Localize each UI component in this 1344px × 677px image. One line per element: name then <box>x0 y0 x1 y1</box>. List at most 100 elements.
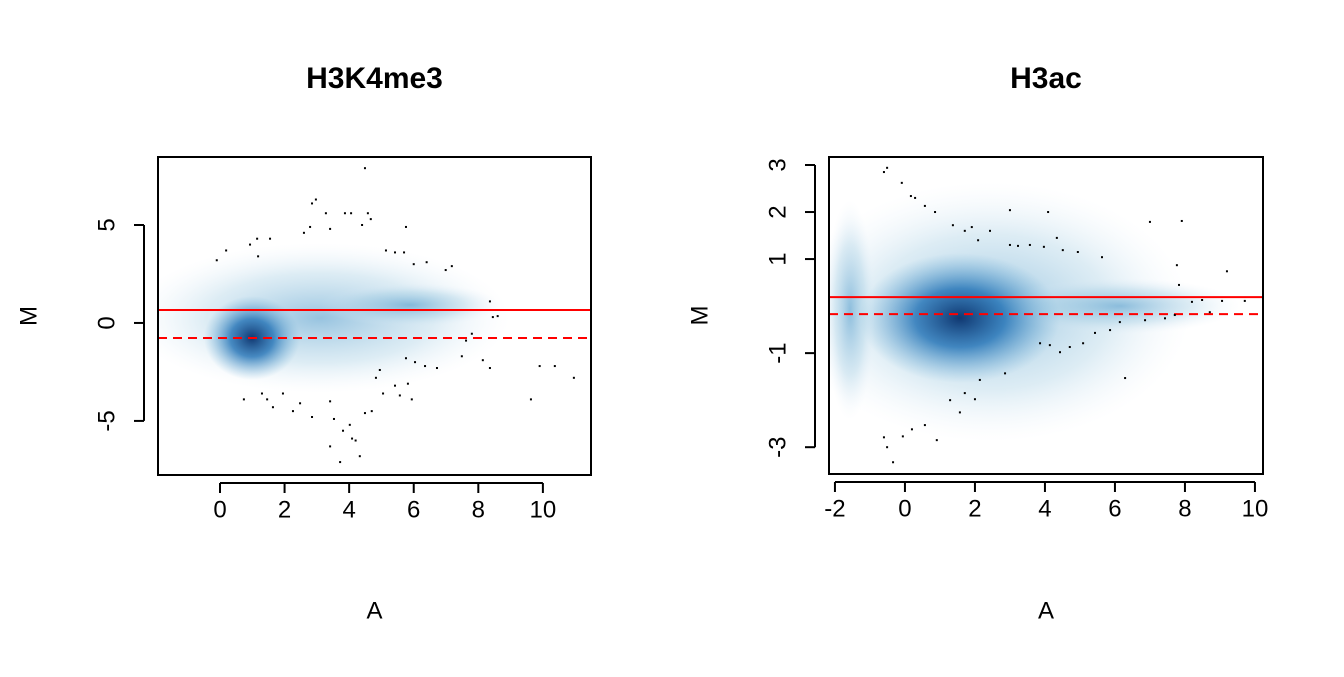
point <box>398 394 401 397</box>
x-tick-label: 6 <box>1108 495 1121 522</box>
point <box>963 229 966 232</box>
x-axis-label: A <box>1038 597 1054 624</box>
point <box>358 455 361 458</box>
density <box>829 182 1240 442</box>
point <box>496 315 499 318</box>
point <box>949 399 952 402</box>
x-tick-label: 2 <box>968 495 981 522</box>
point <box>291 410 294 413</box>
point <box>354 439 357 442</box>
point <box>1164 317 1166 320</box>
point <box>901 435 904 438</box>
plot-frame <box>828 156 1264 475</box>
point <box>450 265 453 268</box>
point <box>1225 270 1228 273</box>
point <box>363 412 366 415</box>
point <box>343 212 346 215</box>
point <box>332 417 335 420</box>
point <box>1039 342 1042 345</box>
point <box>1055 236 1058 239</box>
point <box>460 355 463 358</box>
x-tick-label: 8 <box>1178 495 1191 522</box>
point <box>257 255 260 258</box>
point <box>410 398 413 401</box>
point <box>1094 331 1096 334</box>
point <box>324 212 327 215</box>
point <box>958 411 961 414</box>
point <box>892 461 895 464</box>
y-tick-label: 0 <box>93 316 120 329</box>
point <box>350 212 353 215</box>
point <box>1201 298 1204 301</box>
plot-frame <box>157 156 592 476</box>
point <box>444 269 447 272</box>
point <box>394 384 397 387</box>
point <box>425 261 428 264</box>
point <box>302 231 305 234</box>
point <box>1148 220 1151 223</box>
y-tick-label: 1 <box>764 252 791 265</box>
point <box>572 376 575 379</box>
point <box>1101 256 1103 259</box>
point <box>374 376 377 379</box>
point <box>1047 211 1050 214</box>
point <box>923 424 926 427</box>
point <box>977 239 980 242</box>
point <box>256 237 259 240</box>
point <box>404 225 407 228</box>
density <box>158 243 510 393</box>
point <box>1124 377 1127 380</box>
point <box>989 229 991 232</box>
x-tick-label: 10 <box>530 496 557 523</box>
point <box>351 437 354 440</box>
point <box>342 429 345 432</box>
point <box>1243 299 1246 302</box>
point <box>1048 344 1051 347</box>
x-tick-label: 10 <box>1242 495 1269 522</box>
y-tick-label: -5 <box>93 410 120 431</box>
point <box>1076 251 1079 254</box>
point <box>1208 311 1211 314</box>
point <box>1109 329 1112 332</box>
y-tick-label: 3 <box>764 158 791 171</box>
x-tick-label: 6 <box>407 496 420 523</box>
point <box>1180 219 1183 222</box>
point <box>215 259 218 262</box>
y-axis-label: M <box>15 306 42 326</box>
point <box>934 211 937 214</box>
point <box>529 398 532 401</box>
point <box>970 226 973 229</box>
point <box>1118 321 1121 324</box>
point <box>299 402 302 405</box>
x-tick-label: 4 <box>1038 495 1051 522</box>
point <box>406 382 409 385</box>
point <box>1042 245 1045 248</box>
point <box>978 378 981 381</box>
point <box>1068 346 1071 349</box>
point <box>491 316 494 319</box>
point <box>909 195 912 198</box>
point <box>225 249 228 252</box>
point <box>1017 244 1019 247</box>
point <box>910 428 913 431</box>
point <box>973 398 976 401</box>
point <box>329 445 332 448</box>
point <box>412 263 415 266</box>
point <box>538 365 541 368</box>
point <box>329 227 332 230</box>
x-tick-label: 8 <box>472 496 485 523</box>
point <box>1008 243 1011 246</box>
point <box>309 225 312 228</box>
point <box>488 367 491 370</box>
point <box>1190 300 1193 303</box>
y-tick-label: 2 <box>764 205 791 218</box>
point <box>1173 314 1176 317</box>
x-tick-label: 4 <box>342 496 355 523</box>
point <box>935 439 938 442</box>
point <box>963 392 966 395</box>
point <box>370 410 373 413</box>
point <box>1004 372 1007 375</box>
point <box>269 237 272 240</box>
point <box>403 251 406 254</box>
y-axis-label: M <box>686 306 713 326</box>
